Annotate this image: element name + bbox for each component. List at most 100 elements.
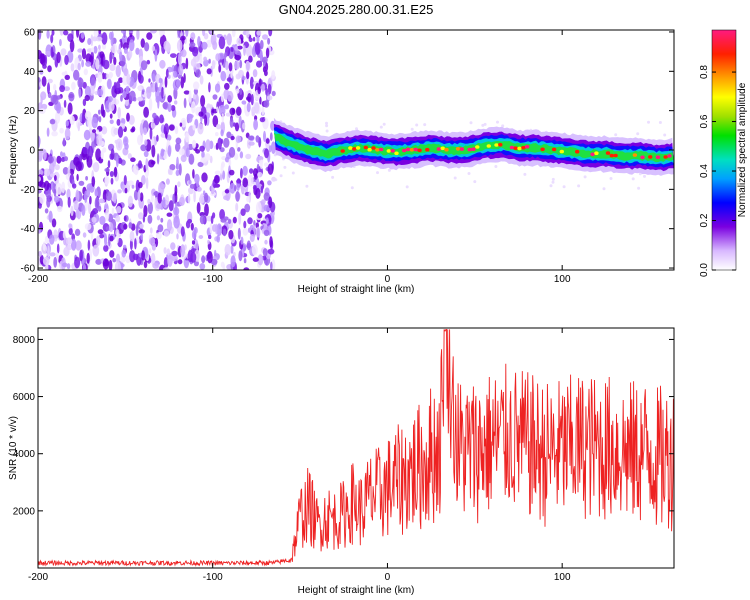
noise-cell (252, 184, 257, 191)
noise-cell (236, 106, 242, 116)
noise-cell (53, 188, 57, 197)
noise-cell (115, 253, 121, 264)
noise-cell (128, 39, 135, 52)
noise-cell (109, 51, 113, 64)
noise-cell (150, 122, 156, 130)
noise-cell (191, 240, 196, 245)
noise-cell (248, 37, 253, 43)
noise-cell (177, 52, 182, 66)
noise-cell (89, 74, 96, 86)
noise-cell (149, 227, 153, 234)
signal-peak (575, 149, 580, 154)
noise-cell (192, 46, 199, 57)
noise-cell (234, 46, 239, 51)
noise-cell (82, 98, 87, 107)
noise-cell (265, 62, 269, 72)
noise-cell (65, 120, 70, 127)
signal-peak (402, 148, 407, 153)
faint-cell (274, 178, 278, 182)
signal-peak (475, 145, 480, 149)
noise-cell (150, 160, 156, 165)
noise-cell (148, 248, 152, 254)
colorbar-gradient (711, 29, 737, 271)
noise-cell (254, 41, 261, 55)
faint-cell (551, 177, 555, 181)
noise-cell (63, 99, 67, 108)
noise-cell (72, 183, 77, 189)
noise-cell (190, 222, 194, 231)
chart-title: GN04.2025.280.00.31.E25 (279, 2, 434, 17)
noise-cell (192, 124, 196, 131)
noise-cell (139, 223, 144, 229)
noise-cell (202, 30, 206, 37)
noise-cell (81, 59, 84, 68)
noise-cell (265, 217, 269, 225)
noise-cell (224, 189, 230, 194)
noise-cell (175, 142, 181, 152)
noise-cell (165, 178, 170, 185)
noise-cell (271, 70, 276, 80)
noise-cell (239, 59, 243, 69)
noise-cell (101, 32, 108, 45)
noise-cell (160, 148, 165, 157)
noise-cell (61, 262, 68, 268)
noise-cell (118, 77, 124, 84)
noise-cell (142, 127, 148, 135)
noise-cell (51, 131, 58, 137)
noise-cell (199, 263, 206, 270)
signal-peak (605, 151, 611, 155)
faint-cell (291, 171, 295, 175)
noise-cell (149, 127, 153, 140)
noise-cell (38, 150, 43, 161)
noise-cell (52, 94, 59, 105)
noise-cell (95, 58, 100, 70)
noise-cell (129, 80, 133, 88)
noise-cell (160, 184, 166, 189)
noise-cell (64, 156, 68, 162)
signal-peak (648, 155, 653, 159)
noise-cell (218, 104, 226, 116)
noise-cell (167, 95, 173, 103)
noise-cell (228, 146, 236, 158)
noise-cell (68, 227, 73, 236)
noise-cell (63, 86, 70, 92)
noise-cell (224, 51, 228, 58)
noise-cell (179, 122, 183, 127)
noise-cell (85, 53, 92, 64)
noise-cell (38, 30, 42, 40)
noise-cell (56, 205, 63, 213)
noise-cell (261, 199, 266, 205)
noise-cell (195, 69, 201, 78)
signal-peak (340, 149, 345, 153)
noise-cell (137, 190, 141, 202)
faint-cell (382, 122, 386, 126)
faint-cell (614, 133, 618, 137)
noise-cell (220, 93, 225, 103)
noise-cell (205, 139, 211, 152)
noise-cell (201, 151, 205, 159)
x-tick-label: -200 (28, 274, 48, 285)
noise-cell (62, 167, 69, 175)
noise-cell (271, 90, 276, 97)
noise-cell (82, 264, 87, 270)
noise-cell (259, 159, 263, 170)
noise-cell (223, 195, 230, 201)
noise-cell (210, 33, 217, 46)
signal-peak (663, 155, 668, 159)
noise-cell (123, 175, 127, 186)
noise-cell (257, 254, 264, 266)
noise-cell (156, 203, 162, 209)
colorbar: 0.0 0.2 0.4 0.6 0.8 Normalized spectral ampl… (699, 29, 748, 277)
noise-cell (235, 202, 239, 212)
noise-cell (115, 155, 119, 168)
noise-cell (69, 115, 75, 125)
noise-cell (208, 234, 212, 240)
noise-cell (138, 212, 144, 220)
noise-cell (70, 205, 74, 217)
noise-cell (84, 94, 90, 102)
noise-cell (215, 223, 218, 235)
noise-cell (196, 186, 202, 192)
noise-cell (152, 112, 157, 119)
noise-cell (260, 39, 264, 50)
noise-cell (91, 176, 96, 188)
